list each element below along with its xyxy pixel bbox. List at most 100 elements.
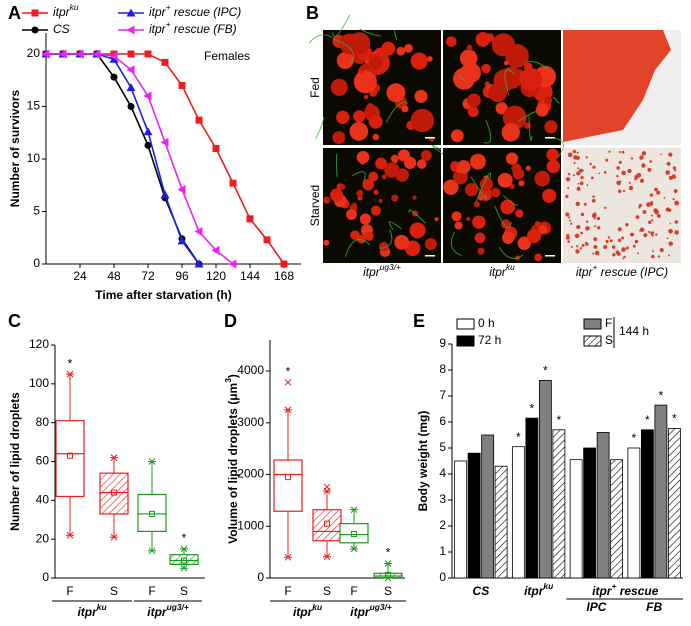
stain [580, 231, 584, 235]
stain [621, 236, 625, 240]
stain [605, 239, 609, 244]
stain [632, 244, 636, 248]
column-label-part: itpr [489, 265, 507, 279]
box [339, 523, 369, 544]
droplet [443, 179, 459, 195]
stain [639, 155, 644, 160]
legend-label-part: itpr [149, 5, 167, 19]
membrane [483, 119, 492, 144]
column-label: itpr+ rescue (IPC) [576, 262, 668, 279]
stain [565, 177, 571, 182]
stain [630, 232, 634, 237]
stain [666, 237, 669, 240]
box [99, 472, 129, 515]
row-label: Starved [308, 185, 322, 226]
y-tick-label: 0 [33, 256, 40, 270]
stain [639, 227, 645, 233]
row-label: Fed [308, 77, 322, 98]
stain [668, 152, 673, 157]
stain [565, 194, 569, 199]
droplet [466, 216, 471, 221]
stain [593, 225, 596, 228]
stain [669, 222, 672, 225]
stain [655, 233, 658, 236]
marker [144, 141, 152, 149]
x-axis-title: Time after starvation (h) [95, 288, 231, 302]
legend-label: itprku [53, 2, 79, 19]
droplet [535, 103, 549, 117]
x-tick-label: 144 [240, 269, 260, 283]
x-tick-label: 120 [206, 269, 226, 283]
y-tick-label: 0 [257, 570, 264, 584]
membrane [431, 144, 445, 156]
marker [228, 259, 237, 269]
stain [573, 161, 576, 165]
marker [212, 145, 220, 152]
micrograph [443, 137, 564, 263]
x-tick-label: itprku [524, 581, 553, 598]
stain [649, 193, 654, 197]
membrane [359, 28, 382, 37]
droplet [450, 129, 464, 143]
stain [609, 239, 613, 243]
mean [385, 571, 391, 578]
marker [127, 50, 135, 58]
marker [126, 8, 136, 17]
stain [674, 169, 677, 172]
stain [605, 158, 609, 162]
stain [570, 246, 573, 249]
droplet [401, 105, 409, 113]
droplet [491, 33, 515, 57]
stain [607, 236, 611, 239]
group-label-part: itpr [293, 605, 314, 619]
droplet [379, 241, 389, 252]
y-axis-title-part: ) [226, 374, 240, 378]
stain [660, 153, 663, 156]
membrane [470, 176, 488, 200]
marker [92, 49, 101, 59]
box [169, 554, 199, 566]
stain [585, 156, 588, 159]
box [312, 509, 342, 542]
droplet [352, 202, 357, 208]
panel-label: E [413, 311, 425, 331]
y-tick-label: 5 [33, 204, 40, 218]
droplet [336, 51, 354, 69]
group-label-part: itpr [77, 605, 98, 619]
stain [579, 181, 584, 186]
y-tick-label: 0 [42, 570, 49, 584]
marker [109, 51, 118, 61]
stain [592, 252, 595, 255]
legend-label-part: + [166, 19, 171, 29]
droplet [368, 114, 383, 129]
series-line [46, 53, 200, 265]
stain [589, 162, 592, 166]
droplet [481, 63, 491, 74]
stain [572, 149, 577, 154]
droplet [359, 69, 365, 74]
panel-label: A [8, 3, 21, 23]
stain [569, 219, 572, 222]
droplet [509, 184, 515, 190]
stain [581, 169, 584, 172]
panel-label: C [8, 311, 21, 331]
significance: * [632, 431, 637, 445]
y-tick-label: 60 [36, 454, 50, 468]
droplet [497, 172, 513, 188]
droplet [368, 171, 379, 182]
stain [577, 182, 580, 185]
y-axis-title: Number of survivors [8, 89, 22, 207]
stain [617, 189, 622, 193]
group-label-part: ku [97, 602, 107, 612]
micrograph [563, 148, 681, 263]
droplet [473, 201, 480, 208]
membrane [333, 38, 354, 65]
extreme-marker [66, 370, 74, 378]
legend-swatch [583, 335, 602, 347]
y-axis-title-part: Volume of lipid droplets (μm [226, 383, 240, 544]
legend-label-part: ku [70, 2, 79, 12]
membrane [386, 102, 408, 123]
droplet [323, 196, 331, 204]
marker [177, 184, 186, 194]
stain [617, 238, 622, 243]
